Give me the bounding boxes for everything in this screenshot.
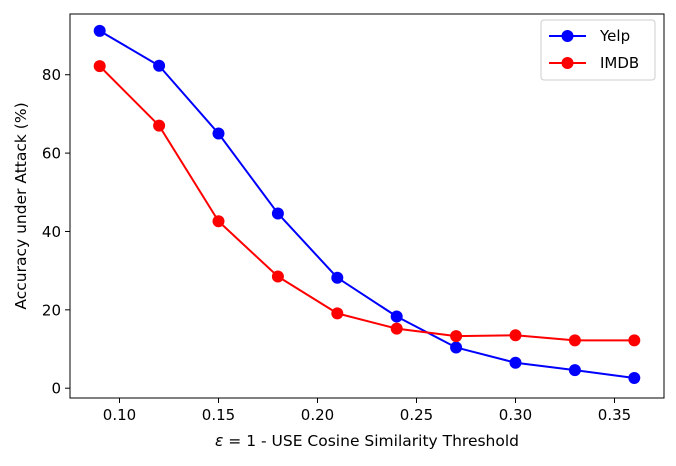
y-tick-label: 60 [42, 145, 61, 163]
data-point-yelp [93, 24, 106, 37]
data-point-yelp [212, 127, 225, 140]
series-line-yelp [99, 29, 635, 380]
y-axis-label: Accuracy under Attack (%) [12, 102, 30, 309]
x-tick-label: 0.30 [499, 406, 532, 424]
data-point-yelp [331, 271, 344, 284]
data-point-yelp [271, 207, 284, 220]
y-axis-ticks: 0 20 40 60 80 [42, 66, 70, 398]
y-tick-label: 80 [42, 66, 61, 84]
y-tick-label: 0 [51, 380, 61, 398]
x-axis-label-text: = 1 - USE Cosine Similarity Threshold [223, 432, 519, 450]
data-point-yelp [390, 310, 403, 323]
data-point-imdb [153, 119, 166, 132]
x-axis-ticks: 0.10 0.15 0.20 0.25 0.30 0.35 [103, 398, 631, 424]
data-point-imdb [628, 334, 641, 347]
x-tick-label: 0.15 [202, 406, 235, 424]
data-point-imdb [331, 307, 344, 320]
legend: Yelp IMDB [540, 19, 656, 81]
x-axis-label-symbol: ε [215, 432, 223, 450]
data-point-yelp [568, 364, 581, 377]
data-point-yelp [509, 356, 522, 369]
series-layer [93, 24, 641, 385]
data-point-imdb [390, 322, 403, 335]
data-point-imdb [568, 334, 581, 347]
data-point-imdb [450, 330, 463, 343]
data-point-imdb [212, 215, 225, 228]
y-tick-label: 20 [42, 301, 61, 319]
legend-label-yelp: Yelp [599, 27, 630, 45]
x-tick-label: 0.25 [400, 406, 433, 424]
data-point-yelp [450, 341, 463, 354]
series-line-imdb [98, 65, 635, 342]
plot-area-frame [69, 13, 665, 399]
data-point-yelp [153, 59, 166, 72]
data-point-imdb [509, 329, 522, 342]
x-tick-label: 0.20 [301, 406, 334, 424]
x-axis-label: ε = 1 - USE Cosine Similarity Threshold [215, 432, 519, 450]
legend-label-imdb: IMDB [600, 54, 639, 72]
data-point-yelp [628, 372, 641, 385]
data-point-imdb [93, 60, 106, 73]
x-tick-label: 0.35 [598, 406, 631, 424]
x-tick-label: 0.10 [103, 406, 136, 424]
data-point-imdb [271, 270, 284, 283]
y-tick-label: 40 [42, 223, 61, 241]
legend-marker-yelp [561, 30, 574, 42]
legend-marker-imdb [561, 57, 574, 69]
